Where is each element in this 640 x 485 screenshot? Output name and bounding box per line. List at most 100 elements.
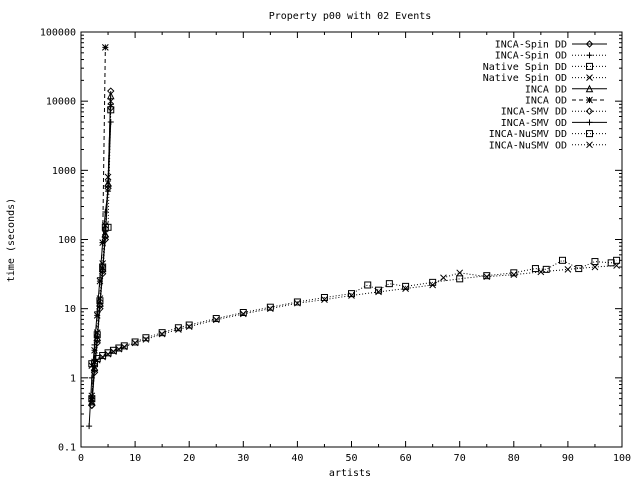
series-layer bbox=[86, 43, 621, 430]
data-point bbox=[93, 331, 101, 339]
data-point bbox=[185, 321, 193, 329]
data-point bbox=[456, 275, 464, 283]
data-point bbox=[131, 339, 139, 347]
data-point bbox=[591, 263, 599, 271]
data-point bbox=[106, 91, 115, 100]
data-point bbox=[456, 269, 464, 277]
legend-entry: INCA-SMV DD bbox=[501, 107, 607, 118]
legend-label: Native Spin OD bbox=[483, 73, 567, 84]
data-point bbox=[591, 258, 599, 266]
y-tick-label: 100000 bbox=[40, 28, 76, 39]
legend-marker bbox=[586, 119, 593, 126]
data-point bbox=[564, 266, 572, 273]
legend-marker bbox=[586, 52, 593, 59]
y-axis-label: time (seconds) bbox=[6, 198, 17, 282]
series-line bbox=[91, 265, 617, 367]
legend-label: INCA OD bbox=[525, 96, 567, 107]
x-tick-label: 10 bbox=[129, 453, 141, 464]
series-4 bbox=[88, 262, 620, 370]
data-point bbox=[375, 286, 383, 294]
data-point bbox=[99, 260, 106, 267]
y-tick-label: 1 bbox=[70, 373, 76, 384]
data-point bbox=[142, 334, 150, 342]
y-tick-label: 10000 bbox=[46, 97, 76, 108]
data-point bbox=[537, 268, 545, 276]
data-point bbox=[131, 338, 139, 346]
legend-marker bbox=[586, 96, 593, 104]
data-point bbox=[175, 326, 182, 333]
data-point bbox=[158, 329, 166, 337]
x-tick-label: 30 bbox=[237, 453, 249, 464]
data-point bbox=[86, 423, 93, 430]
legend-label: INCA-Spin DD bbox=[495, 40, 567, 51]
legend-marker bbox=[585, 40, 594, 48]
data-point bbox=[96, 297, 104, 305]
series-6 bbox=[88, 43, 109, 403]
legend-label: Native Spin DD bbox=[483, 62, 567, 73]
data-point bbox=[104, 350, 112, 358]
data-point bbox=[483, 273, 491, 281]
data-point bbox=[99, 353, 106, 361]
legend-entry: INCA DD bbox=[525, 84, 607, 95]
data-point bbox=[429, 281, 437, 289]
x-tick-label: 60 bbox=[400, 453, 412, 464]
legend-marker bbox=[586, 130, 593, 138]
data-point bbox=[348, 292, 355, 299]
data-point bbox=[142, 336, 150, 343]
legend-marker bbox=[586, 141, 593, 149]
legend-label: INCA-SMV OD bbox=[501, 118, 567, 129]
data-point bbox=[239, 309, 247, 317]
series-10 bbox=[88, 97, 115, 400]
data-point bbox=[101, 222, 109, 229]
legend-entry: Native Spin DD bbox=[483, 62, 607, 73]
data-point bbox=[321, 296, 328, 304]
legend-entry: INCA-NuSMV OD bbox=[489, 140, 607, 151]
data-point bbox=[440, 274, 447, 282]
data-point bbox=[107, 106, 115, 114]
data-point bbox=[510, 269, 518, 277]
data-point bbox=[93, 329, 101, 337]
data-point bbox=[402, 282, 410, 290]
data-point bbox=[185, 323, 193, 330]
data-point bbox=[115, 345, 123, 353]
data-point bbox=[320, 294, 328, 302]
data-point bbox=[91, 358, 98, 366]
data-point bbox=[613, 256, 621, 264]
data-point bbox=[120, 343, 128, 351]
legend-label: INCA DD bbox=[525, 84, 567, 95]
data-point bbox=[91, 360, 99, 368]
chart-title: Property p00 with 02 Events bbox=[269, 11, 432, 22]
data-point bbox=[375, 288, 382, 296]
series-line bbox=[88, 121, 112, 427]
series-3 bbox=[88, 256, 621, 368]
legend-entry: INCA-NuSMV DD bbox=[489, 129, 607, 140]
data-point bbox=[109, 346, 117, 354]
data-point bbox=[107, 87, 115, 95]
x-tick-label: 20 bbox=[183, 453, 195, 464]
data-point bbox=[531, 265, 539, 273]
x-tick-label: 90 bbox=[562, 453, 574, 464]
legend-marker bbox=[586, 62, 593, 70]
data-point bbox=[88, 395, 96, 403]
data-point bbox=[120, 342, 128, 350]
data-point bbox=[110, 348, 117, 355]
x-axis-label: artists bbox=[329, 468, 371, 479]
data-point bbox=[266, 303, 274, 311]
legend-label: INCA-NuSMV DD bbox=[489, 129, 567, 140]
legend-entry: INCA-SMV OD bbox=[501, 118, 607, 129]
data-point bbox=[483, 272, 491, 280]
legend-label: INCA-Spin OD bbox=[495, 51, 567, 62]
data-point bbox=[364, 281, 372, 289]
data-point bbox=[102, 208, 109, 215]
y-tick-label: 1000 bbox=[52, 166, 76, 177]
y-tick-label: 0.1 bbox=[58, 443, 76, 454]
x-tick-label: 100 bbox=[613, 453, 631, 464]
data-point bbox=[239, 310, 247, 318]
data-point bbox=[88, 374, 95, 381]
data-point bbox=[115, 344, 123, 352]
x-tick-label: 70 bbox=[454, 453, 466, 464]
data-point bbox=[212, 315, 220, 323]
data-point bbox=[174, 324, 182, 332]
data-point bbox=[558, 256, 566, 264]
